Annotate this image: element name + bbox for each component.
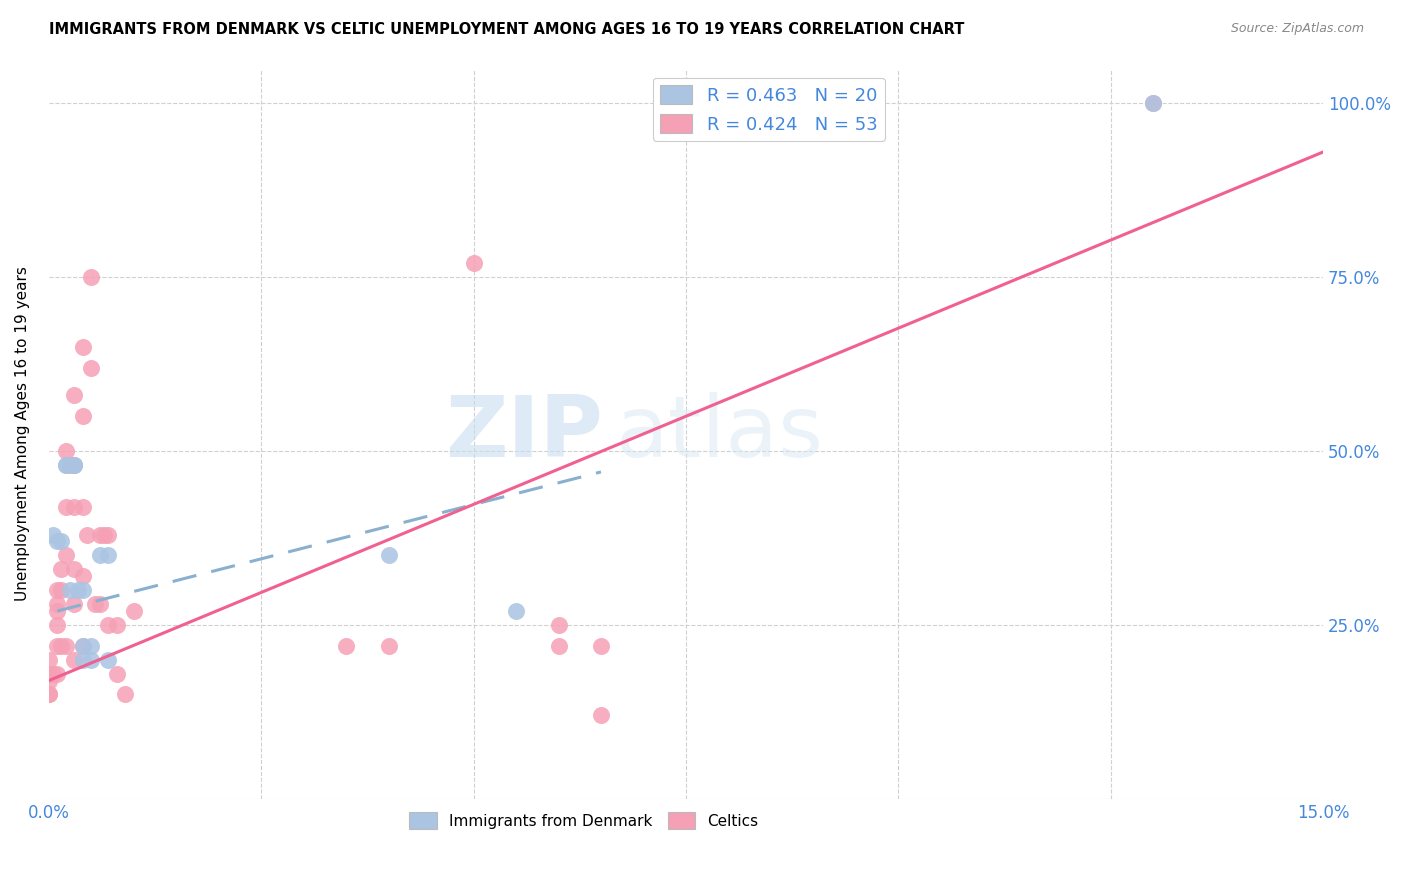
Point — [72, 653, 94, 667]
Point — [72, 340, 94, 354]
Point — [80, 360, 103, 375]
Point — [55, 500, 77, 514]
Point — [55, 549, 77, 563]
Point — [377, 549, 399, 563]
Point — [46, 534, 69, 549]
Point — [38, 666, 60, 681]
Point — [1142, 96, 1164, 111]
Point — [59, 458, 82, 472]
Point — [84, 597, 107, 611]
Point — [80, 639, 103, 653]
Point — [42, 666, 65, 681]
Point — [463, 256, 485, 270]
Point — [51, 534, 73, 549]
Point — [72, 569, 94, 583]
Point — [38, 688, 60, 702]
Point — [505, 604, 527, 618]
Point — [97, 618, 120, 632]
Point — [46, 639, 69, 653]
Point — [63, 500, 86, 514]
Point — [89, 597, 111, 611]
Point — [89, 527, 111, 541]
Point — [97, 549, 120, 563]
Point — [51, 583, 73, 598]
Point — [80, 653, 103, 667]
Point — [63, 458, 86, 472]
Point — [589, 639, 612, 653]
Point — [55, 444, 77, 458]
Point — [93, 527, 115, 541]
Point — [63, 653, 86, 667]
Point — [72, 639, 94, 653]
Y-axis label: Unemployment Among Ages 16 to 19 years: Unemployment Among Ages 16 to 19 years — [15, 266, 30, 601]
Point — [46, 666, 69, 681]
Text: atlas: atlas — [616, 392, 824, 475]
Point — [63, 458, 86, 472]
Point — [97, 527, 120, 541]
Point — [547, 639, 569, 653]
Point — [114, 688, 136, 702]
Point — [105, 618, 128, 632]
Text: IMMIGRANTS FROM DENMARK VS CELTIC UNEMPLOYMENT AMONG AGES 16 TO 19 YEARS CORRELA: IMMIGRANTS FROM DENMARK VS CELTIC UNEMPL… — [49, 22, 965, 37]
Point — [589, 708, 612, 723]
Point — [46, 604, 69, 618]
Point — [377, 639, 399, 653]
Point — [38, 666, 60, 681]
Point — [51, 639, 73, 653]
Point — [63, 597, 86, 611]
Point — [89, 549, 111, 563]
Point — [63, 562, 86, 576]
Point — [547, 618, 569, 632]
Point — [55, 458, 77, 472]
Point — [72, 583, 94, 598]
Point — [80, 270, 103, 285]
Point — [76, 527, 98, 541]
Text: ZIP: ZIP — [446, 392, 603, 475]
Point — [335, 639, 357, 653]
Point — [46, 583, 69, 598]
Point — [51, 562, 73, 576]
Point — [63, 458, 86, 472]
Legend: Immigrants from Denmark, Celtics: Immigrants from Denmark, Celtics — [404, 806, 765, 835]
Point — [46, 597, 69, 611]
Text: Source: ZipAtlas.com: Source: ZipAtlas.com — [1230, 22, 1364, 36]
Point — [97, 653, 120, 667]
Point — [122, 604, 145, 618]
Point — [63, 388, 86, 402]
Point — [59, 583, 82, 598]
Point — [67, 583, 90, 598]
Point — [55, 458, 77, 472]
Point — [38, 653, 60, 667]
Point — [72, 639, 94, 653]
Point — [38, 688, 60, 702]
Point — [46, 618, 69, 632]
Point — [42, 527, 65, 541]
Point — [55, 639, 77, 653]
Point — [1142, 96, 1164, 111]
Point — [72, 500, 94, 514]
Point — [105, 666, 128, 681]
Point — [38, 673, 60, 688]
Point — [72, 409, 94, 424]
